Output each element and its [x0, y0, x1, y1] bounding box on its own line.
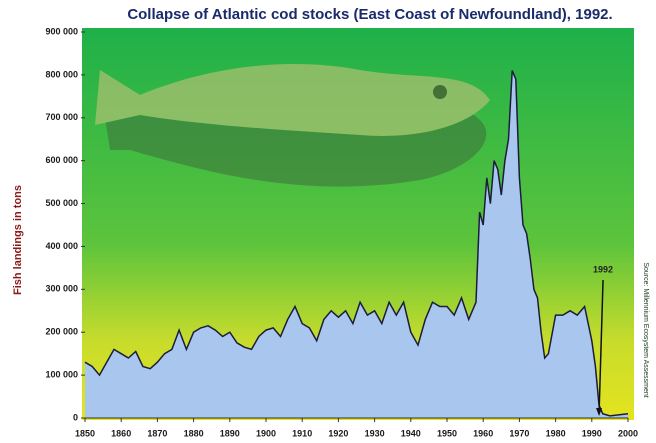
x-tick-label: 1960: [473, 428, 493, 438]
y-tick-label: 800 000: [45, 69, 78, 79]
area-outline: [84, 70, 629, 417]
y-tick-label: 200 000: [45, 327, 78, 337]
x-tick-label: 1850: [75, 428, 95, 438]
annotation-arrow: [598, 279, 604, 415]
x-tick-label: 1940: [401, 428, 421, 438]
y-axis-label: Fish landings in tons: [12, 185, 24, 295]
y-tick-label: 0: [73, 412, 78, 422]
y-tick-label: 500 000: [45, 198, 78, 208]
x-tick-label: 1910: [292, 428, 312, 438]
chart-title: Collapse of Atlantic cod stocks (East Co…: [127, 6, 612, 23]
x-tick-label: 1870: [147, 428, 167, 438]
y-tick-label: 600 000: [45, 155, 78, 165]
y-tick-label: 300 000: [45, 284, 78, 294]
x-tick-label: 1860: [111, 428, 131, 438]
y-tick-label: 400 000: [45, 241, 78, 251]
area-fill: [85, 70, 628, 418]
source-note: Source: Millennium Ecosystem Assessment: [642, 262, 649, 397]
x-tick-label: 1990: [582, 428, 602, 438]
x-tick-label: 1930: [365, 428, 385, 438]
x-tick-label: 1950: [437, 428, 457, 438]
y-tick-label: 900 000: [45, 26, 78, 36]
annotation-label: 1992: [593, 264, 613, 274]
x-tick-label: 2000: [618, 428, 638, 438]
x-tick-label: 1980: [546, 428, 566, 438]
fish-illustration: [95, 64, 490, 187]
x-tick-label: 1880: [184, 428, 204, 438]
annotation-arrowhead: [596, 408, 603, 416]
x-tick-label: 1970: [509, 428, 529, 438]
y-tick-label: 700 000: [45, 112, 78, 122]
x-tick-label: 1900: [256, 428, 276, 438]
x-tick-label: 1920: [328, 428, 348, 438]
y-tick-label: 100 000: [45, 369, 78, 379]
x-tick-label: 1890: [220, 428, 240, 438]
